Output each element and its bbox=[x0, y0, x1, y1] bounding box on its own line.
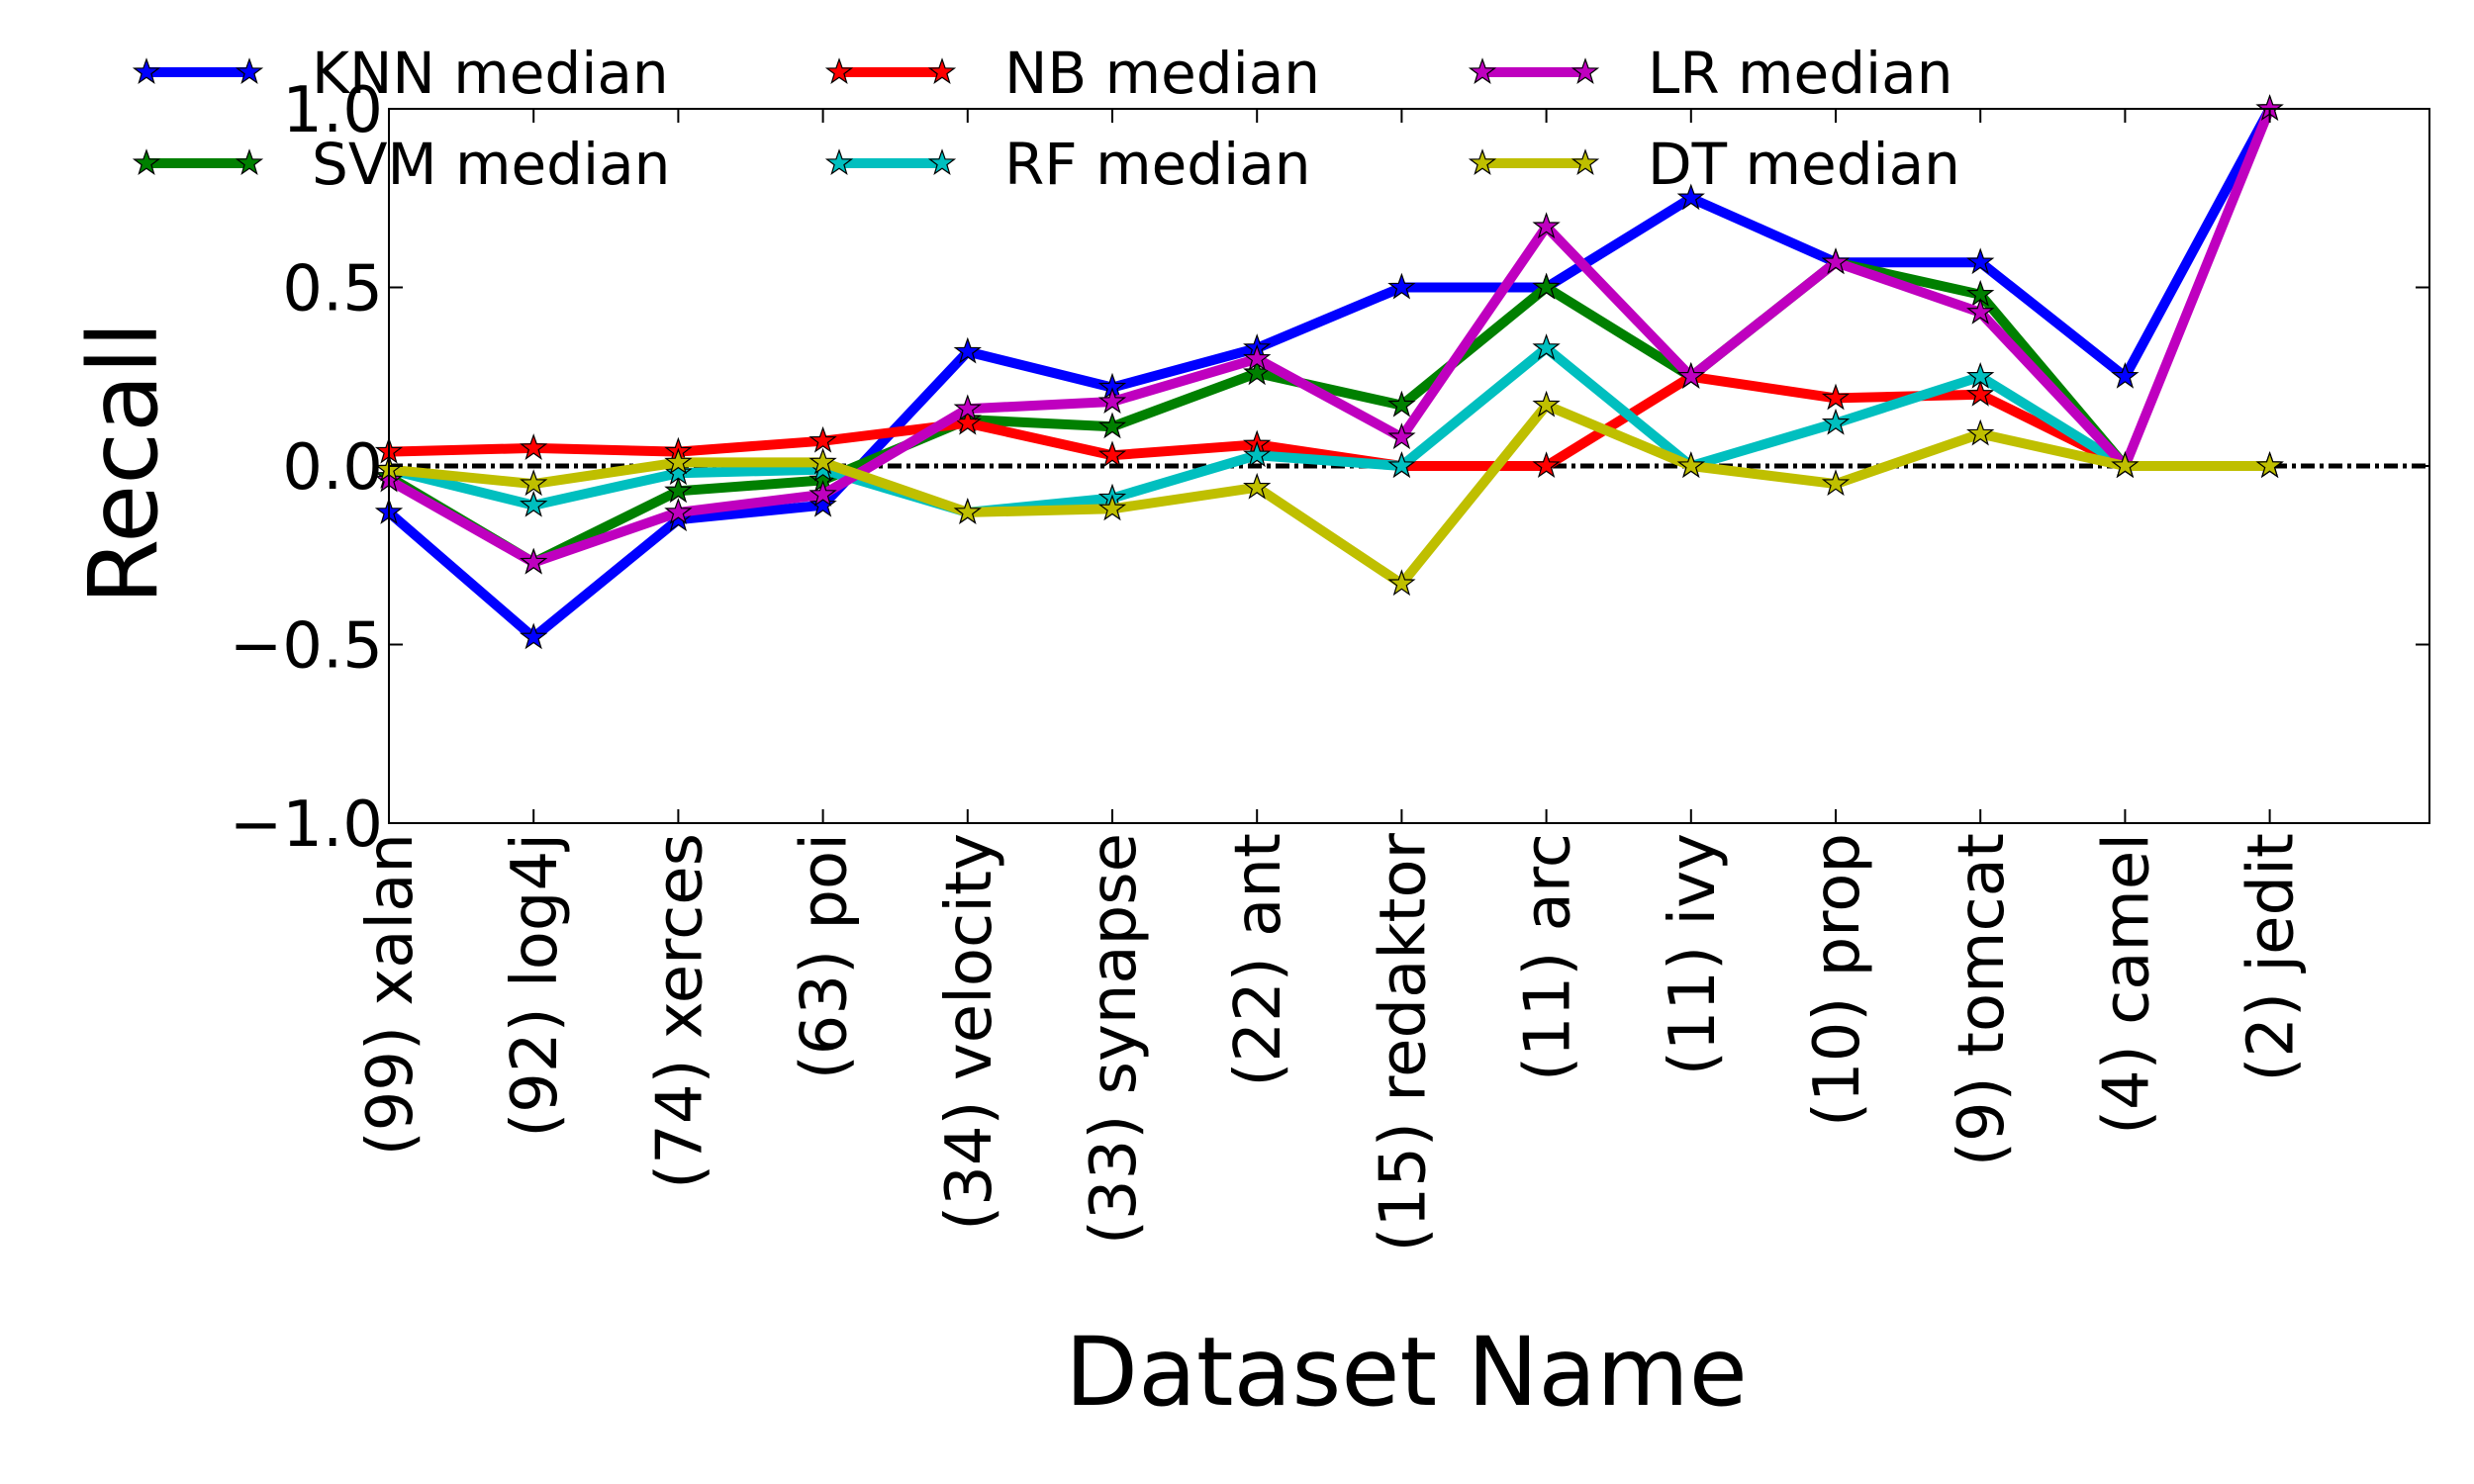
series-3-point-10 bbox=[1821, 408, 1851, 435]
y-axis-title: Recall bbox=[68, 322, 179, 604]
series-line-5 bbox=[384, 400, 2275, 590]
legend-swatch-star bbox=[1570, 148, 1600, 175]
series-5-point-12 bbox=[2111, 451, 2140, 478]
x-tick-label: (22) ant bbox=[1222, 833, 1295, 1087]
y-tick-label: −1.0 bbox=[230, 788, 383, 862]
legend-label: RF median bbox=[1004, 131, 1311, 198]
series-4-point-5 bbox=[1097, 387, 1127, 414]
series-0-point-12 bbox=[2111, 362, 2140, 389]
series-1-point-8 bbox=[1532, 272, 1561, 300]
series-4-point-11 bbox=[1966, 297, 1995, 325]
legend-swatch-star bbox=[927, 148, 957, 175]
series-4-point-8 bbox=[1532, 212, 1561, 239]
series-3-point-11 bbox=[1966, 362, 1995, 389]
x-tick-label: (15) redaktor bbox=[1367, 832, 1440, 1252]
series-3-point-1 bbox=[520, 490, 548, 517]
series-2-point-3 bbox=[809, 425, 837, 453]
legend-swatch-star bbox=[235, 57, 264, 84]
legend-label: KNN median bbox=[312, 40, 669, 107]
series-2-point-10 bbox=[1821, 383, 1851, 411]
series-0-point-1 bbox=[520, 622, 548, 650]
series-4-point-1 bbox=[520, 547, 548, 575]
series-3-point-8 bbox=[1532, 333, 1561, 360]
series-4-point-7 bbox=[1387, 422, 1416, 450]
legend-label: LR median bbox=[1648, 40, 1952, 107]
legend-label: SVM median bbox=[312, 131, 670, 198]
series-line-3 bbox=[384, 342, 2275, 517]
legend-swatch-star bbox=[1468, 57, 1497, 84]
x-tick-label: (99) xalan bbox=[354, 833, 428, 1156]
legend-swatch-star bbox=[824, 148, 854, 175]
series-4-point-10 bbox=[1821, 247, 1851, 275]
series-5-point-10 bbox=[1821, 469, 1851, 497]
x-tick-label: (2) jedit bbox=[2236, 833, 2309, 1082]
legend-swatch-star bbox=[132, 148, 161, 175]
x-tick-label: (92) log4j bbox=[499, 833, 572, 1138]
x-tick-label: (34) velocity bbox=[933, 833, 1006, 1231]
legend: KNN median SVM median NB median RF median LR… bbox=[132, 40, 1960, 198]
series-5-point-7 bbox=[1387, 569, 1416, 597]
series-line-2 bbox=[384, 371, 2275, 471]
y-tick-label: 0.0 bbox=[282, 431, 383, 505]
series-3-point-6 bbox=[1243, 440, 1272, 468]
x-axis-title: Dataset Name bbox=[1065, 1317, 1748, 1428]
series-3-point-7 bbox=[1387, 451, 1416, 478]
series-5-point-5 bbox=[1097, 494, 1127, 521]
series-1-point-5 bbox=[1097, 412, 1127, 439]
legend-label: DT median bbox=[1648, 131, 1960, 198]
series-0-point-11 bbox=[1966, 247, 1995, 275]
legend-swatch-star bbox=[1468, 148, 1497, 175]
series-5-point-1 bbox=[520, 469, 548, 497]
legend-swatch-star bbox=[824, 57, 854, 84]
series-0-point-4 bbox=[953, 336, 982, 364]
series-0-point-9 bbox=[1676, 183, 1705, 211]
series-5-point-6 bbox=[1243, 472, 1272, 500]
series-5-point-9 bbox=[1676, 451, 1705, 478]
series-5-point-11 bbox=[1966, 418, 1995, 446]
x-tick-label: (11) ivy bbox=[1657, 833, 1730, 1075]
series-line-4 bbox=[384, 104, 2275, 568]
legend-swatch-star bbox=[235, 148, 264, 175]
series-5-point-13 bbox=[2255, 451, 2284, 478]
series-4-point-2 bbox=[664, 498, 693, 524]
legend-label: NB median bbox=[1004, 40, 1320, 107]
series-5-point-3 bbox=[809, 447, 837, 475]
series-2-point-11 bbox=[1966, 379, 1995, 407]
series-5-point-4 bbox=[953, 498, 982, 524]
series-4-point-6 bbox=[1243, 343, 1272, 371]
y-tick-label: −0.5 bbox=[230, 610, 383, 684]
series-2-point-8 bbox=[1532, 451, 1561, 478]
series-4-point-9 bbox=[1676, 362, 1705, 389]
legend-swatch-star bbox=[132, 57, 161, 84]
series-1-point-2 bbox=[664, 476, 693, 504]
series-0-point-7 bbox=[1387, 272, 1416, 300]
x-tick-label: (10) prop bbox=[1801, 833, 1874, 1127]
y-tick-label: 1.0 bbox=[282, 74, 383, 147]
x-tick-label: (74) xerces bbox=[643, 833, 716, 1189]
x-tick-label: (63) poi bbox=[789, 833, 862, 1079]
series-2-point-1 bbox=[520, 433, 548, 461]
series-5-point-2 bbox=[664, 447, 693, 475]
series-line-0 bbox=[384, 104, 2275, 643]
axes: −1.0 −0.5 0.0 0.5 1.0 (99) xalan (92) log4j (74… bbox=[230, 74, 2430, 1252]
x-tick-label: (9) tomcat bbox=[1946, 833, 2019, 1166]
x-tick-label: (11) arc bbox=[1512, 833, 1585, 1081]
series-5-point-8 bbox=[1532, 390, 1561, 417]
x-tick-label: (33) synapse bbox=[1078, 833, 1151, 1245]
series-3-point-2 bbox=[664, 458, 693, 486]
series-2-point-5 bbox=[1097, 440, 1127, 468]
legend-swatch-star bbox=[927, 57, 957, 84]
x-tick-label: (4) camel bbox=[2090, 833, 2163, 1135]
series-line-1 bbox=[384, 257, 2275, 568]
series-0-point-3 bbox=[809, 490, 837, 517]
series-4-point-3 bbox=[809, 480, 837, 507]
legend-swatch-star bbox=[1570, 57, 1600, 84]
series-4-point-4 bbox=[953, 394, 982, 421]
y-tick-label: 0.5 bbox=[282, 253, 383, 326]
plot-area bbox=[374, 94, 2429, 650]
series-1-point-7 bbox=[1387, 390, 1416, 417]
